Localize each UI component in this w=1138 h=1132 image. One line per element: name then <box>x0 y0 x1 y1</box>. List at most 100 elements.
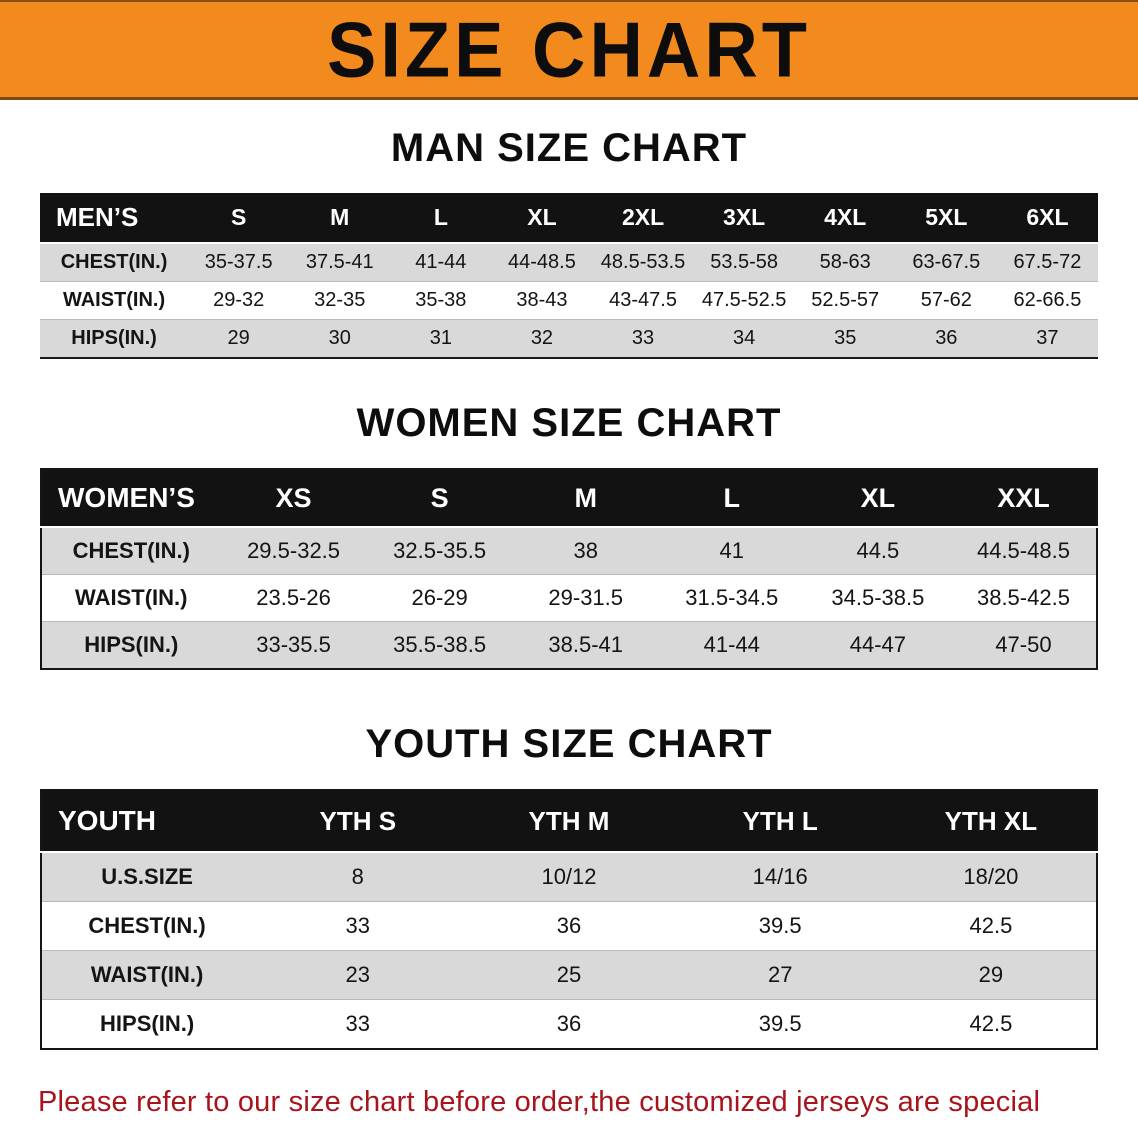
value-cell: 37 <box>1036 327 1059 349</box>
table-row: WAIST(IN.) 23.5-26 26-29 29-31.5 31.5-34.5 34… <box>41 574 1097 622</box>
value-cell: 32.5-35.5 <box>393 538 487 563</box>
value-cell: 39.5 <box>758 1011 802 1036</box>
size-header-cell: L <box>658 469 805 527</box>
value-cell: 29.5-32.5 <box>247 538 341 563</box>
value-cell: 38-43 <box>516 289 568 311</box>
table-title-cell: YOUTH <box>41 790 253 852</box>
value-cell: 38.5-42.5 <box>976 585 1070 610</box>
value-cell: 14/16 <box>752 864 808 889</box>
value-cell: 29 <box>978 962 1004 987</box>
table-row: HIPS(IN.) 33 36 39.5 42.5 <box>41 999 1097 1049</box>
size-header-cell: XXL <box>950 469 1097 527</box>
value-cell: 25 <box>556 962 582 987</box>
women-size-table: WOMEN’S XS S M L XL XXL CHEST(IN.) 29.5-32.5 32.5… <box>40 468 1098 670</box>
size-header-cell: 2XL <box>592 193 694 243</box>
size-header-cell: YTH M <box>463 790 675 852</box>
size-header-cell: S <box>366 469 513 527</box>
value-cell: 44.5 <box>856 538 900 563</box>
value-cell: 44-48.5 <box>508 251 576 273</box>
row-label: HIPS(IN.) <box>100 1011 195 1036</box>
size-header-cell: 5XL <box>895 193 997 243</box>
table-header-row: MEN’S S M L XL 2XL 3XL 4XL 5XL 6XL <box>40 193 1098 243</box>
value-cell: 35.5-38.5 <box>393 632 487 657</box>
value-cell: 62-66.5 <box>1013 289 1082 311</box>
table-row: U.S.SIZE 8 10/12 14/16 18/20 <box>41 852 1097 902</box>
size-header-cell: L <box>390 193 492 243</box>
size-header-cell: XL <box>491 193 593 243</box>
row-label: WAIST(IN.) <box>62 289 166 311</box>
value-cell: 42.5 <box>969 913 1013 938</box>
value-cell: 47-50 <box>995 632 1052 657</box>
value-cell: 23 <box>345 962 371 987</box>
value-cell: 29-32 <box>213 289 265 311</box>
value-cell: 43-47.5 <box>609 289 677 311</box>
banner-title: SIZE CHART <box>327 5 811 93</box>
table-row: CHEST(IN.) 29.5-32.5 32.5-35.5 38 41 44.5 44.5… <box>41 527 1097 575</box>
youth-size-table: YOUTH YTH S YTH M YTH L YTH XL U.S.SIZE 8 10/12… <box>40 789 1098 1050</box>
size-header-cell: S <box>188 193 290 243</box>
value-cell: 38.5-41 <box>548 632 624 657</box>
value-cell: 42.5 <box>969 1011 1013 1036</box>
value-cell: 58-63 <box>819 251 871 273</box>
table-row: HIPS(IN.) 33-35.5 35.5-38.5 38.5-41 41-44 44-… <box>41 621 1097 669</box>
value-cell: 23.5-26 <box>256 585 331 610</box>
value-cell: 34.5-38.5 <box>831 585 925 610</box>
value-cell: 30 <box>328 327 351 349</box>
value-cell: 35-38 <box>415 289 467 311</box>
table-header-row: WOMEN’S XS S M L XL XXL <box>41 469 1097 527</box>
size-header-cell: 6XL <box>996 193 1098 243</box>
value-cell: 39.5 <box>758 913 802 938</box>
value-cell: 33 <box>345 913 371 938</box>
value-cell: 29-31.5 <box>548 585 624 610</box>
disclaimer-note: Please refer to our size chart before or… <box>0 1080 1138 1132</box>
value-cell: 63-67.5 <box>912 251 981 273</box>
value-cell: 36 <box>935 327 958 349</box>
value-cell: 53.5-58 <box>710 251 779 273</box>
table-title-cell: MEN’S <box>40 193 189 243</box>
value-cell: 44-47 <box>849 632 906 657</box>
size-header-cell: YTH S <box>252 790 464 852</box>
row-label: CHEST(IN.) <box>60 251 168 273</box>
men-size-table: MEN’S S M L XL 2XL 3XL 4XL 5XL 6XL CHEST(IN.) 35-37… <box>40 193 1098 359</box>
table-row: WAIST(IN.) 23 25 27 29 <box>41 950 1097 1000</box>
size-header-cell: XS <box>220 469 367 527</box>
value-cell: 31.5-34.5 <box>685 585 779 610</box>
value-cell: 31 <box>429 327 452 349</box>
row-label: HIPS(IN.) <box>84 632 179 657</box>
row-label: CHEST(IN.) <box>88 913 206 938</box>
size-header-cell: YTH L <box>674 790 886 852</box>
value-cell: 48.5-53.5 <box>600 251 686 273</box>
value-cell: 36 <box>556 1011 582 1036</box>
size-header-cell: 4XL <box>794 193 896 243</box>
table-row: WAIST(IN.) 29-32 32-35 35-38 38-43 43-47.5 47.… <box>40 281 1098 320</box>
value-cell: 33 <box>631 327 655 349</box>
value-cell: 67.5-72 <box>1013 251 1082 273</box>
size-header-cell: XL <box>804 469 951 527</box>
table-title-cell: WOMEN’S <box>41 469 221 527</box>
table-header-row: YOUTH YTH S YTH M YTH L YTH XL <box>41 790 1097 852</box>
value-cell: 18/20 <box>963 864 1019 889</box>
size-header-cell: M <box>289 193 391 243</box>
value-cell: 29 <box>227 327 250 349</box>
value-cell: 37.5-41 <box>305 251 374 273</box>
man-size-chart-heading: MAN SIZE CHART <box>390 126 748 170</box>
row-label: WAIST(IN.) <box>75 585 188 610</box>
value-cell: 26-29 <box>411 585 468 610</box>
table-row: CHEST(IN.) 35-37.5 37.5-41 41-44 44-48.5 48.5… <box>40 243 1098 282</box>
value-cell: 36 <box>556 913 582 938</box>
value-cell: 41-44 <box>415 251 467 273</box>
disclaimer-line-2: we don't accept cancel, change, teturn o… <box>38 1131 1069 1132</box>
size-header-cell: YTH XL <box>885 790 1097 852</box>
women-size-chart-heading: WOMEN SIZE CHART <box>356 401 782 445</box>
value-cell: 41-44 <box>703 632 760 657</box>
value-cell: 34 <box>733 327 756 349</box>
value-cell: 8 <box>351 864 364 889</box>
disclaimer-line-1: Please refer to our size chart before or… <box>38 1086 1041 1132</box>
youth-size-chart-heading: YOUTH SIZE CHART <box>365 722 773 766</box>
size-chart-banner: SIZE CHART <box>0 0 1138 100</box>
value-cell: 27 <box>767 962 793 987</box>
value-cell: 52.5-57 <box>811 289 880 311</box>
row-label: U.S.SIZE <box>101 864 193 889</box>
row-label: WAIST(IN.) <box>90 962 204 987</box>
value-cell: 41 <box>719 538 745 563</box>
